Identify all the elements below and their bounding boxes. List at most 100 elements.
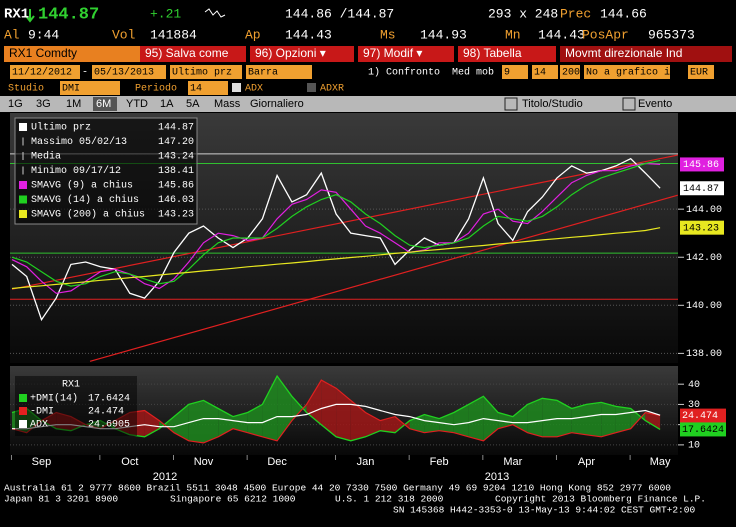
toolbar-button — [4, 46, 140, 62]
control-text: - — [82, 68, 88, 79]
trend-line — [89, 194, 678, 362]
legend-value: 17.6424 — [88, 394, 130, 405]
control-text: Ultimo prz — [172, 67, 232, 79]
legend-name: Ultimo prz — [31, 122, 91, 134]
input-box[interactable] — [60, 81, 120, 95]
legend-value: 147.20 — [158, 137, 194, 148]
input-box[interactable] — [688, 65, 714, 79]
legend-name: Minimo 09/17/12 — [31, 165, 121, 177]
dmi-fill — [630, 408, 646, 429]
tab: 1A — [160, 98, 174, 110]
legend-name: +DMI(14) — [30, 393, 78, 405]
control-text: Barra — [248, 68, 278, 79]
control-text: 05/13/2013 — [94, 67, 154, 79]
study-text: DMI — [62, 84, 80, 95]
legend-swatch — [19, 123, 27, 131]
toolbar-button[interactable] — [250, 46, 354, 62]
input-box[interactable] — [584, 65, 670, 79]
high: 144.93 — [420, 27, 467, 42]
series-line — [11, 162, 661, 294]
dmi-fill — [247, 404, 263, 437]
legend-swatch — [19, 420, 27, 428]
vol: 141884 — [150, 27, 197, 42]
bid-ask: 144.86 /144.87 — [285, 6, 394, 21]
footer-text: Japan 81 3 3201 8900 — [4, 494, 118, 505]
tab-active[interactable] — [93, 97, 117, 111]
series-line — [11, 159, 661, 287]
legend-name: Massimo 05/02/13 — [31, 136, 127, 148]
footer-text: Singapore 65 6212 1000 — [170, 494, 296, 505]
input-box[interactable] — [560, 65, 580, 79]
toolbar-label: 96) Opzioni ▾ — [255, 46, 326, 60]
legend-name: SMAVG (9) a chius — [31, 180, 133, 192]
change: +.21 — [150, 6, 181, 21]
last-value-label: 17.6424 — [682, 425, 724, 436]
legend-name: -DMI — [30, 407, 54, 418]
tab: 1G — [8, 98, 23, 110]
input-box[interactable] — [188, 81, 228, 95]
last-price: 144.87 — [38, 5, 99, 24]
toolbar-button[interactable] — [358, 46, 454, 62]
dmi-fill — [233, 412, 248, 433]
control-text: 200 — [562, 68, 580, 79]
input-box[interactable] — [10, 65, 80, 79]
y-tick-label: 30 — [688, 400, 700, 411]
legend-name: Media — [31, 151, 61, 163]
dmi-fill — [527, 398, 543, 437]
y-tick-label: 142.00 — [686, 253, 722, 264]
series-line — [11, 227, 661, 290]
oi-label: PosApr — [582, 27, 629, 42]
study-text: Studio — [8, 83, 44, 95]
low-label: Mn — [505, 27, 521, 42]
checkbox[interactable] — [232, 83, 241, 92]
y-tick-label: 40 — [688, 380, 700, 391]
toolbar-button[interactable] — [458, 46, 556, 62]
tab: 3G — [36, 98, 51, 110]
input-box[interactable] — [170, 65, 242, 79]
tab: Titolo/Studio — [522, 98, 583, 110]
tab: 1M — [66, 98, 81, 110]
prev: 144.66 — [600, 6, 647, 21]
x-tick-label: Mar — [503, 456, 522, 468]
footer-text: SN 145368 H442-3353-0 13-May-13 9:44:02 … — [393, 505, 695, 516]
dmi-fill — [188, 400, 204, 443]
dmi-fill — [336, 388, 351, 441]
dmi-fill — [571, 404, 587, 435]
study-text: ADX — [245, 84, 263, 95]
x-tick-label: Sep — [32, 456, 52, 468]
last-value-label: 144.87 — [683, 184, 719, 195]
last-value-tag — [680, 408, 726, 423]
oi: 965373 — [648, 27, 695, 42]
legend-swatch — [19, 394, 27, 402]
input-box[interactable] — [532, 65, 558, 79]
toolbar-button[interactable] — [560, 46, 732, 62]
legend-value: 146.03 — [158, 195, 194, 206]
tab-bar — [0, 96, 736, 112]
dmi-fill — [424, 414, 440, 433]
x-tick-label: Oct — [121, 456, 138, 468]
event-icon — [622, 97, 636, 111]
tab: Mass — [214, 98, 241, 110]
series-line — [11, 157, 661, 322]
footer-text: Copyright 2013 Bloomberg Finance L.P. — [495, 494, 706, 505]
dmi-fill — [498, 412, 513, 429]
toolbar-button[interactable] — [140, 46, 246, 62]
input-box[interactable] — [92, 65, 166, 79]
last-value-tag — [680, 181, 724, 196]
input-box[interactable] — [502, 65, 528, 79]
trend-line — [11, 154, 678, 290]
dmi-fill — [218, 408, 233, 437]
last-value-label: 145.86 — [683, 160, 719, 171]
legend-box — [15, 376, 137, 436]
legend-name: SMAVG (200) a chius — [31, 209, 145, 221]
legend-box — [14, 117, 198, 225]
input-box[interactable] — [246, 65, 312, 79]
legend-value: 143.24 — [158, 152, 194, 163]
dmi-fill — [468, 396, 484, 441]
study-text: Periodo — [135, 83, 177, 95]
checkbox[interactable] — [307, 83, 316, 92]
control-text: Med mob — [452, 67, 494, 79]
low: 144.43 — [538, 27, 585, 42]
dmi-fill — [395, 416, 410, 433]
